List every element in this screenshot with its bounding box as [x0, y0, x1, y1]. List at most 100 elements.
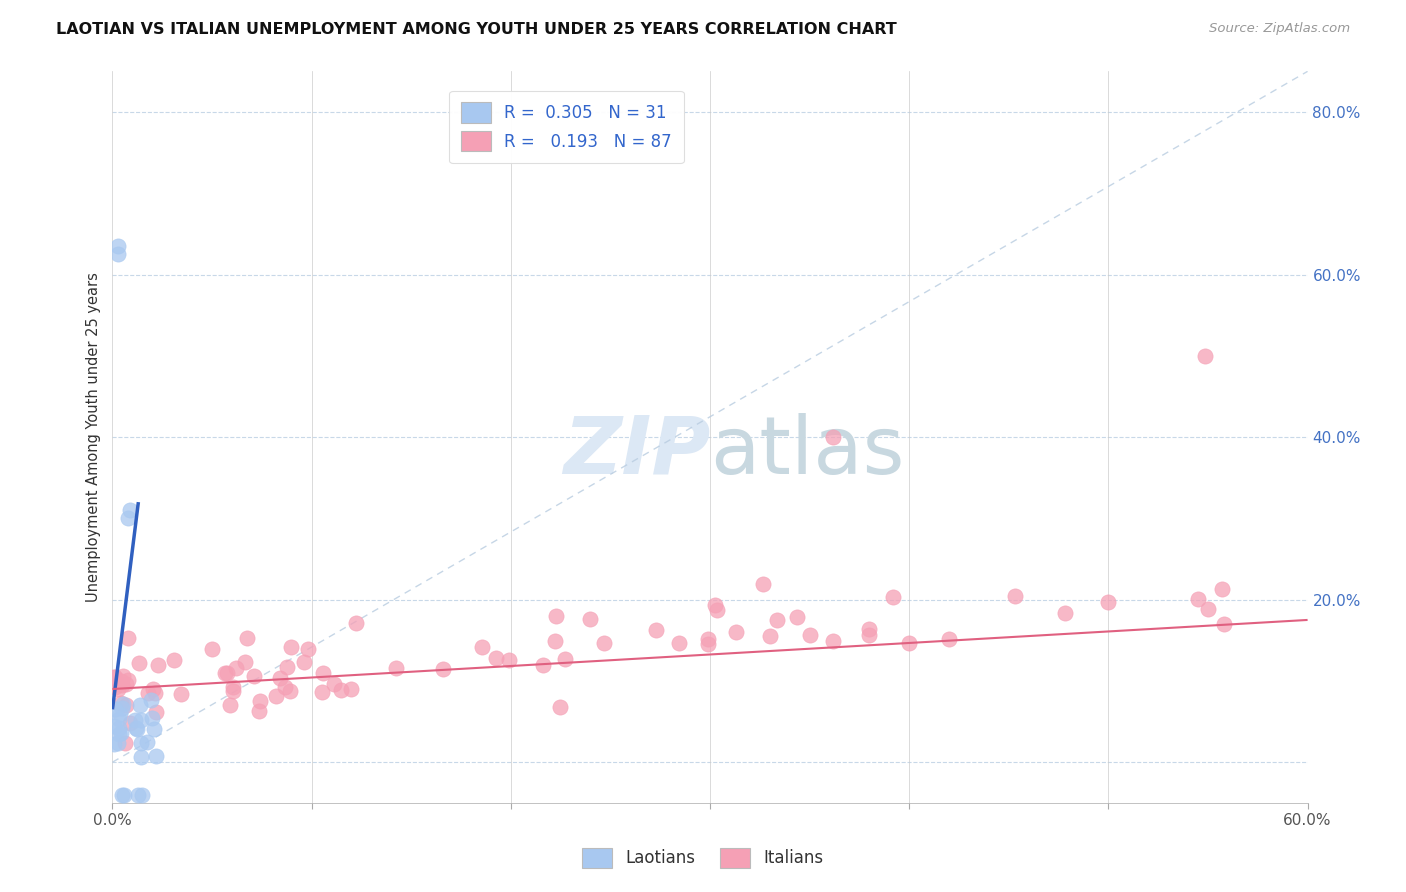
Italians	[898, 635, 921, 649]
Italians	[276, 660, 298, 674]
Italians	[704, 598, 727, 612]
Italians	[858, 627, 880, 641]
Italians	[249, 693, 271, 707]
Y-axis label: Unemployment Among Youth under 25 years: Unemployment Among Youth under 25 years	[86, 272, 101, 602]
Italians	[120, 715, 142, 730]
Italians	[1097, 595, 1119, 609]
Text: atlas: atlas	[710, 413, 904, 491]
Laotians	[127, 788, 149, 802]
Italians	[799, 628, 821, 642]
Italians	[938, 632, 960, 646]
Italians	[311, 665, 333, 680]
Laotians	[125, 721, 148, 735]
Legend: Laotians, Italians: Laotians, Italians	[575, 841, 831, 875]
Laotians	[107, 736, 129, 750]
Text: LAOTIAN VS ITALIAN UNEMPLOYMENT AMONG YOUTH UNDER 25 YEARS CORRELATION CHART: LAOTIAN VS ITALIAN UNEMPLOYMENT AMONG YO…	[56, 22, 897, 37]
Italians	[668, 636, 690, 650]
Italians	[222, 683, 245, 698]
Italians	[274, 680, 297, 694]
Italians	[219, 698, 242, 712]
Italians	[136, 686, 159, 700]
Italians	[432, 663, 454, 677]
Laotians	[129, 714, 152, 728]
Laotians	[108, 706, 131, 721]
Italians	[498, 653, 520, 667]
Italians	[280, 684, 302, 698]
Laotians	[110, 725, 132, 739]
Italians	[297, 641, 319, 656]
Laotians	[141, 711, 163, 725]
Italians	[249, 704, 271, 718]
Laotians	[139, 693, 162, 707]
Laotians	[103, 719, 125, 733]
Italians	[592, 636, 614, 650]
Italians	[1004, 590, 1026, 604]
Italians	[484, 650, 506, 665]
Italians	[579, 611, 602, 625]
Italians	[292, 655, 315, 669]
Laotians	[114, 788, 135, 802]
Italians	[225, 661, 247, 675]
Laotians	[145, 749, 167, 764]
Italians	[323, 677, 346, 691]
Italians	[221, 680, 243, 694]
Italians	[311, 684, 333, 698]
Italians	[266, 689, 288, 703]
Laotians	[103, 737, 125, 751]
Italians	[344, 616, 367, 631]
Laotians	[107, 239, 129, 253]
Italians	[1054, 607, 1077, 621]
Italians	[821, 430, 844, 444]
Laotians	[125, 722, 148, 736]
Italians	[786, 609, 808, 624]
Italians	[117, 673, 139, 688]
Laotians	[108, 712, 131, 726]
Italians	[107, 682, 129, 697]
Italians	[1211, 582, 1233, 597]
Italians	[752, 576, 775, 591]
Text: ZIP: ZIP	[562, 413, 710, 491]
Laotians	[117, 511, 139, 525]
Italians	[104, 670, 127, 684]
Laotians	[129, 750, 152, 764]
Italians	[110, 696, 132, 710]
Italians	[858, 622, 880, 636]
Italians	[117, 631, 139, 645]
Italians	[110, 674, 132, 689]
Italians	[821, 634, 844, 648]
Laotians	[131, 788, 153, 802]
Italians	[554, 651, 576, 665]
Italians	[243, 668, 266, 682]
Italians	[142, 682, 165, 697]
Italians	[145, 706, 167, 720]
Italians	[111, 669, 134, 683]
Laotians	[108, 727, 131, 741]
Italians	[201, 641, 224, 656]
Italians	[114, 677, 136, 691]
Italians	[114, 736, 136, 750]
Italians	[143, 686, 166, 700]
Laotians	[111, 701, 134, 715]
Legend: R =  0.305   N = 31, R =   0.193   N = 87: R = 0.305 N = 31, R = 0.193 N = 87	[450, 91, 683, 163]
Laotians	[124, 713, 146, 727]
Laotians	[112, 697, 135, 711]
Italians	[146, 657, 169, 672]
Italians	[697, 632, 720, 646]
Italians	[544, 634, 567, 648]
Italians	[546, 608, 568, 623]
Italians	[645, 624, 668, 638]
Laotians	[104, 701, 127, 715]
Laotians	[143, 722, 166, 736]
Italians	[111, 678, 134, 692]
Laotians	[107, 247, 129, 261]
Italians	[103, 669, 125, 683]
Italians	[115, 698, 138, 712]
Laotians	[111, 788, 134, 802]
Text: Source: ZipAtlas.com: Source: ZipAtlas.com	[1209, 22, 1350, 36]
Laotians	[120, 503, 142, 517]
Italians	[706, 603, 728, 617]
Italians	[758, 629, 780, 643]
Italians	[1212, 616, 1234, 631]
Italians	[340, 681, 363, 696]
Italians	[235, 631, 257, 645]
